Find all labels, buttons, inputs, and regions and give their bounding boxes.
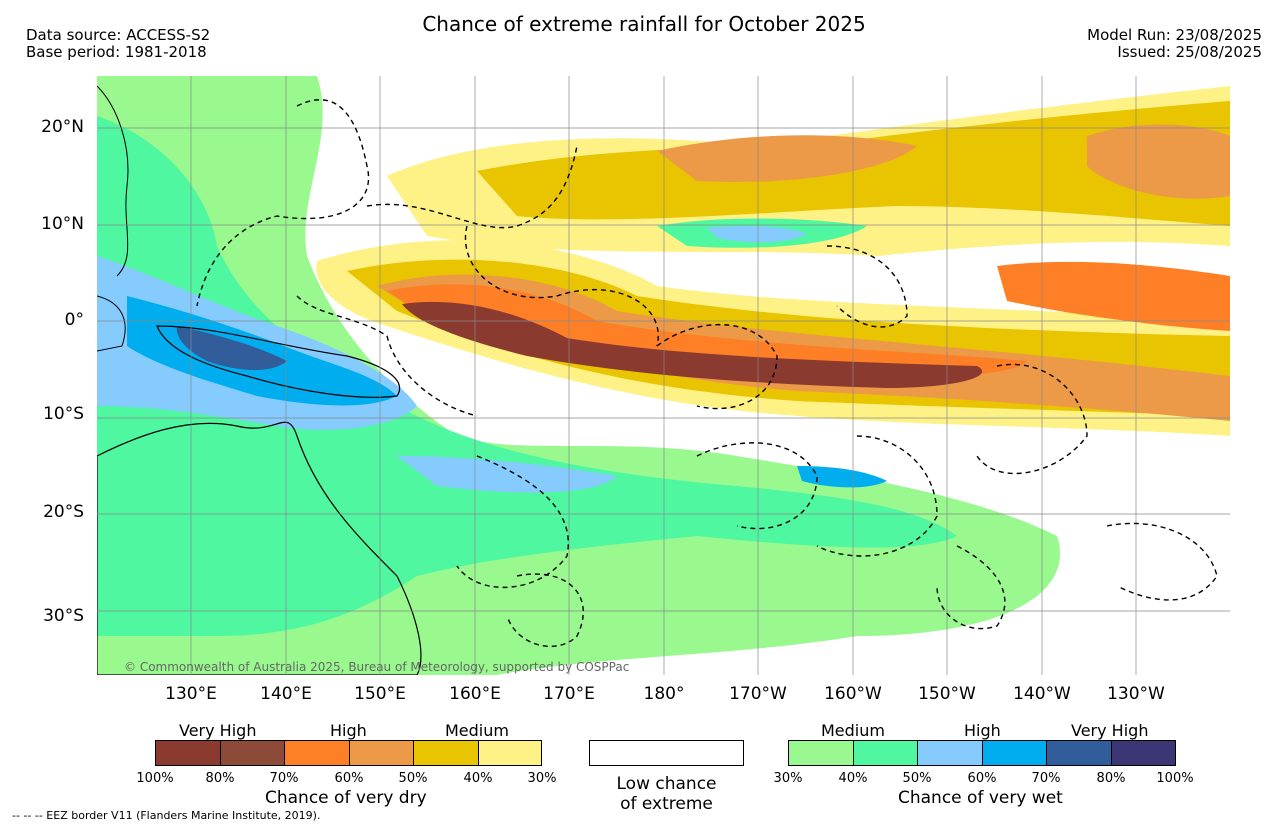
wet-zone-west-40: [97, 116, 957, 636]
borneo-coastline: [97, 295, 126, 352]
dry-legend-label: 60%: [334, 771, 364, 786]
lon-tick-label: 150°E: [354, 684, 406, 704]
eez-border: [656, 323, 778, 410]
lon-tick-label: 170°E: [543, 684, 595, 704]
dry-legend-label: 70%: [269, 771, 299, 786]
copyright-notice: © Commonwealth of Australia 2025, Bureau…: [124, 660, 630, 674]
dry-legend-header: High: [330, 721, 367, 740]
eez-border: [976, 363, 1088, 475]
dry-legend-swatch: [220, 740, 285, 766]
low-chance-line1: Low chance: [616, 774, 717, 794]
wet-legend-header: High: [964, 721, 1001, 740]
wet-patch-north-60: [707, 226, 807, 243]
dry-legend-swatch: [478, 740, 542, 766]
eez-border: [936, 545, 1006, 630]
lat-tick-label: 10°N: [41, 214, 84, 234]
dry-legend-swatch: [349, 740, 414, 766]
lon-tick-label: 140°E: [260, 684, 312, 704]
dry-legend-label: 100%: [136, 771, 174, 786]
lon-tick-label: 170°W: [729, 684, 787, 704]
eez-border: [366, 145, 578, 229]
wet-legend-label: 100%: [1156, 771, 1194, 786]
wet-legend-label: 80%: [1096, 771, 1126, 786]
dry-legend-header: Very High: [179, 721, 257, 740]
dry-legend-label: 80%: [205, 771, 235, 786]
wet-patch-east-60: [797, 466, 887, 488]
lon-tick-label: 130°W: [1107, 684, 1165, 704]
wet-legend-label: 40%: [838, 771, 868, 786]
low-chance-label: Low chance of extreme: [589, 774, 744, 814]
eez-border: [506, 573, 584, 648]
eez-border: [456, 455, 569, 589]
eez-border: [816, 435, 938, 557]
eez-border: [196, 99, 370, 307]
issued-date: Issued: 25/08/2025: [1117, 43, 1262, 61]
wet-zone-png-70: [176, 326, 287, 371]
wet-legend-swatch: [1111, 740, 1176, 766]
dry-band-equatorial-70: [387, 284, 1027, 381]
model-run: Model Run: 23/08/2025: [1087, 26, 1262, 44]
lat-tick-label: 20°N: [41, 117, 84, 137]
dry-patch-east-70: [997, 261, 1230, 331]
wet-legend-swatch: [853, 740, 918, 766]
lat-tick-label: 20°S: [43, 502, 84, 522]
lat-tick-label: 0°: [64, 310, 84, 330]
map-title: Chance of extreme rainfall for October 2…: [422, 12, 866, 36]
dry-legend-label: 40%: [463, 771, 493, 786]
dry-legend-label: 30%: [527, 771, 557, 786]
eez-border: [826, 245, 908, 328]
lon-tick-label: 160°W: [824, 684, 882, 704]
wet-legend-swatch: [1046, 740, 1112, 766]
dry-band-equatorial-100: [402, 301, 983, 388]
map-canvas: [97, 76, 1230, 675]
new-guinea-coastline: [156, 325, 401, 398]
dry-legend-swatch: [413, 740, 479, 766]
lon-tick-label: 160°E: [449, 684, 501, 704]
wet-legend-header: Very High: [1071, 721, 1149, 740]
eez-border: [296, 295, 478, 417]
dry-band-north-60b: [1087, 124, 1230, 199]
wet-legend-label: 70%: [1031, 771, 1061, 786]
wet-legend-label: 30%: [773, 771, 803, 786]
dry-legend-label: 50%: [398, 771, 428, 786]
lon-tick-label: 180°: [643, 684, 685, 704]
low-chance-line2: of extreme: [620, 794, 713, 814]
eez-borders: [196, 99, 1218, 648]
metadata-left: Data source: ACCESS-S2 Base period: 1981…: [26, 27, 210, 61]
lon-tick-label: 130°E: [165, 684, 217, 704]
dry-band-north-60: [657, 135, 917, 182]
lon-tick-label: 140°W: [1013, 684, 1071, 704]
wet-legend-label: 50%: [902, 771, 932, 786]
dry-legend-header: Medium: [445, 721, 509, 740]
wet-legend-label: 60%: [967, 771, 997, 786]
lat-tick-label: 10°S: [43, 404, 84, 424]
wet-patch-south-50: [397, 456, 617, 493]
eez-footnote: -- -- -- EEZ border V11 (Flanders Marine…: [12, 809, 321, 822]
dry-legend-swatch: [155, 740, 221, 766]
australia-coastline: [97, 421, 422, 675]
wet-legend-swatch: [788, 740, 854, 766]
lon-tick-label: 150°W: [918, 684, 976, 704]
eez-border: [1106, 522, 1218, 601]
philippines-coastline: [97, 85, 129, 277]
lat-tick-label: 30°S: [43, 606, 84, 626]
wet-legend-swatch: [982, 740, 1047, 766]
dry-legend-swatch: [284, 740, 350, 766]
metadata-right: Model Run: 23/08/2025 Issued: 25/08/2025: [1087, 27, 1262, 61]
wet-legend-title: Chance of very wet: [898, 788, 1063, 808]
base-period: Base period: 1981-2018: [26, 43, 207, 61]
low-chance-swatch: [589, 740, 744, 766]
eez-border: [696, 442, 818, 530]
data-source: Data source: ACCESS-S2: [26, 26, 211, 44]
wet-legend-swatch: [917, 740, 983, 766]
rainfall-map: [97, 76, 1230, 675]
wet-legend-header: Medium: [821, 721, 885, 740]
dry-legend-title: Chance of very dry: [265, 788, 427, 808]
eez-border: [464, 225, 659, 347]
